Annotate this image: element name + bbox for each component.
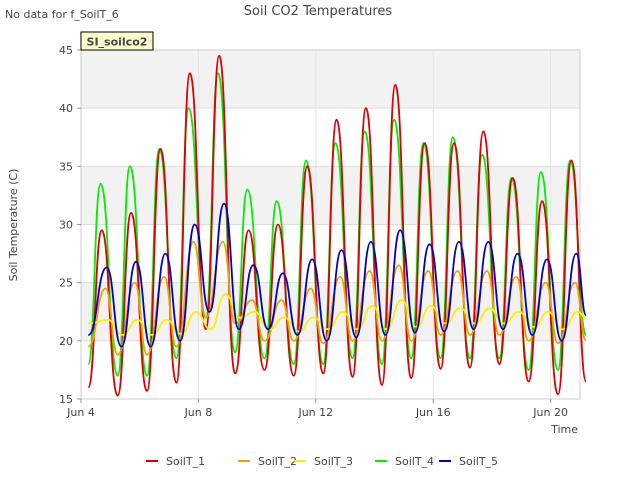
legend-item: SoilT_2 [238,455,297,468]
y-tick-label: 30 [59,219,73,232]
series-line-soilt-5 [87,202,587,348]
y-tick-label: 20 [59,335,73,348]
y-tick-label: 25 [59,277,73,290]
legend-label: SoilT_3 [314,455,353,468]
band [81,108,580,167]
series-line-soilt-1 [87,54,587,397]
y-tick-label: 40 [59,102,73,115]
badge-box [80,31,154,51]
y-axis-ticks: 15 20 25 30 35 40 45 [59,44,81,406]
band [81,340,580,399]
band [81,50,580,109]
y-tick-label: 35 [59,160,73,173]
y-tick-label: 45 [59,44,73,57]
y-tick-label: 15 [59,393,73,406]
legend-label: SoilT_2 [258,455,297,468]
legend-label: SoilT_1 [166,455,205,468]
y-axis-label: Soil Temperature (C) [7,169,20,282]
x-axis-ticks: Jun 4 Jun 8 Jun 12 Jun 16 Jun 20 [66,399,568,419]
x-tick-label: Jun 4 [66,406,95,419]
badge-label: SI_soilco2 [87,36,148,49]
series-line-soilt-2 [87,241,587,356]
legend-item: SoilT_3 [294,455,353,468]
legend-item: SoilT_5 [439,455,498,468]
x-tick-label: Jun 12 [297,406,333,419]
legend-label: SoilT_5 [459,455,498,468]
x-tick-label: Jun 16 [415,406,451,419]
legend-label: SoilT_4 [395,455,434,468]
series-lines [87,54,587,397]
x-tick-label: Jun 8 [184,406,213,419]
x-tick-label: Jun 20 [532,406,568,419]
x-axis-label: Time [550,423,578,436]
chart-title: Soil CO2 Temperatures [244,4,393,19]
no-data-note: No data for f_SoilT_6 [5,8,119,21]
legend: SoilT_1 SoilT_2 SoilT_3 SoilT_4 SoilT_5 [146,455,498,468]
badge: SI_soilco2 [80,31,154,51]
legend-item: SoilT_4 [375,455,434,468]
legend-item: SoilT_1 [146,455,205,468]
